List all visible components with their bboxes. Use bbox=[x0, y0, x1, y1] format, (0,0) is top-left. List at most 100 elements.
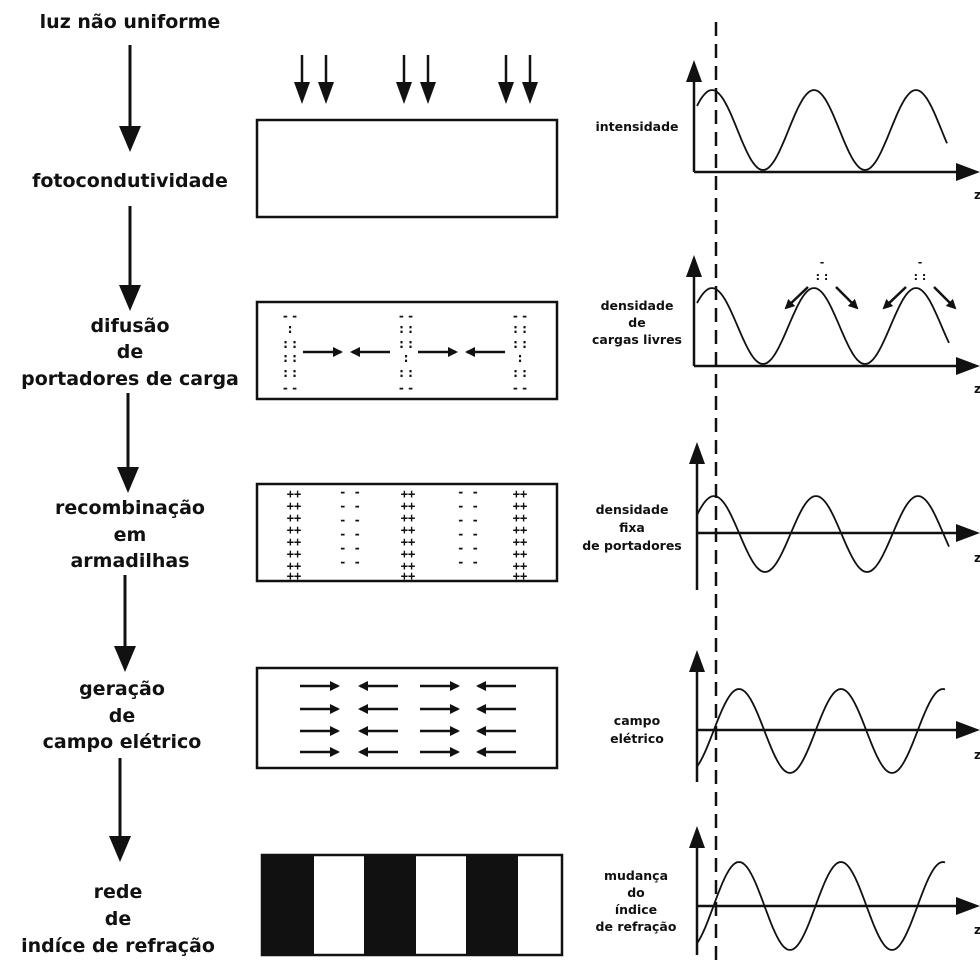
svg-text:++: ++ bbox=[513, 559, 527, 573]
svg-text::: : bbox=[288, 322, 293, 336]
svg-text:- -: - - bbox=[513, 381, 527, 395]
electric-field-box bbox=[255, 666, 559, 770]
svg-text:- -: - - bbox=[339, 499, 361, 513]
svg-text:- -: - - bbox=[399, 309, 413, 323]
svg-text:++: ++ bbox=[513, 499, 527, 513]
stage-3-label-line-2: em bbox=[114, 524, 147, 546]
intensity-wave bbox=[696, 89, 948, 171]
stage-5-label-line-3: indíce de refração bbox=[21, 935, 215, 957]
svg-text:++: ++ bbox=[287, 559, 301, 573]
svg-text:: :: : : bbox=[399, 366, 413, 380]
svg-text:++: ++ bbox=[401, 511, 415, 525]
svg-text:++: ++ bbox=[287, 499, 301, 513]
svg-text:- -: - - bbox=[339, 513, 361, 527]
fixed-carrier-density-wave bbox=[696, 495, 950, 573]
plot-3-z-label: z bbox=[974, 551, 980, 565]
stage-4-label-line-3: campo elétrico bbox=[43, 731, 202, 753]
plot-5-label-line-3: índice bbox=[615, 902, 657, 917]
stage-1-label-line-1: fotocondutividade bbox=[32, 170, 228, 192]
plot-2-label-line-3: cargas livres bbox=[592, 332, 682, 347]
svg-text:- -: - - bbox=[283, 381, 297, 395]
stage-5-label-line-2: de bbox=[105, 908, 132, 930]
svg-text:- -: - - bbox=[339, 555, 361, 569]
stage-4-label-line-1: geração bbox=[79, 678, 165, 700]
free-carrier-density-wave bbox=[696, 287, 950, 365]
plot-3-label-line-3: de portadores bbox=[582, 538, 682, 553]
svg-text::: : bbox=[518, 351, 523, 365]
stage-2-label-line-3: portadores de carga bbox=[21, 368, 239, 390]
svg-text:++: ++ bbox=[513, 487, 527, 501]
svg-text:++: ++ bbox=[287, 547, 301, 561]
svg-text::: : bbox=[404, 351, 409, 365]
stage-2-label-line-1: difusão bbox=[90, 315, 169, 337]
electric-field-wave bbox=[696, 688, 946, 774]
svg-text:++: ++ bbox=[287, 487, 301, 501]
svg-text:++: ++ bbox=[401, 523, 415, 537]
svg-text:- -: - - bbox=[283, 309, 297, 323]
svg-text:- -: - - bbox=[457, 485, 479, 499]
plot-2-label-line-1: densidade bbox=[601, 298, 674, 313]
plot-4-label-line-1: campo bbox=[614, 713, 661, 728]
svg-text:++: ++ bbox=[287, 535, 301, 549]
incident-light-arrows bbox=[294, 55, 538, 104]
svg-text:++: ++ bbox=[401, 487, 415, 501]
refractive-index-change-wave bbox=[696, 861, 946, 951]
svg-text:: :: : : bbox=[283, 366, 297, 380]
diffusion-carrier-marks: -: : -: : bbox=[816, 256, 927, 283]
stage-5-label-line-1: rede bbox=[94, 881, 143, 903]
svg-text:++: ++ bbox=[287, 511, 301, 525]
plot-axes bbox=[686, 60, 980, 955]
svg-text:++: ++ bbox=[287, 523, 301, 537]
svg-text:- -: - - bbox=[339, 527, 361, 541]
photoconductivity-box bbox=[255, 118, 559, 219]
svg-text:++: ++ bbox=[401, 559, 415, 573]
flow-arrows bbox=[109, 45, 141, 862]
title-label: luz não uniforme bbox=[40, 11, 221, 33]
svg-text:-: - bbox=[820, 256, 825, 269]
trapped-charges: ++++++++++++++++ - -- -- -- -- -- - ++++… bbox=[287, 485, 527, 583]
plot-5-label-line-1: mudança bbox=[604, 868, 668, 883]
stage-3-label-line-1: recombinação bbox=[55, 497, 205, 519]
svg-text:: :: : : bbox=[513, 337, 527, 351]
svg-text:++: ++ bbox=[287, 569, 301, 583]
refractive-index-grating bbox=[260, 853, 564, 957]
svg-text:++: ++ bbox=[401, 499, 415, 513]
svg-text:-: - bbox=[918, 256, 923, 269]
field-arrows bbox=[300, 681, 516, 757]
svg-text:++: ++ bbox=[401, 535, 415, 549]
svg-text:- -: - - bbox=[457, 541, 479, 555]
svg-text:: :: : : bbox=[513, 322, 527, 336]
svg-text:++: ++ bbox=[401, 547, 415, 561]
svg-text:: :: : : bbox=[816, 270, 829, 283]
plot-4-label-line-2: elétrico bbox=[610, 731, 664, 746]
plot-5-label-line-2: do bbox=[627, 885, 645, 900]
svg-text:- -: - - bbox=[457, 499, 479, 513]
svg-text:- -: - - bbox=[339, 541, 361, 555]
svg-text:: :: : : bbox=[399, 322, 413, 336]
plot-1-z-label: z bbox=[974, 188, 980, 202]
plot-5-label-line-4: de refração bbox=[596, 919, 677, 934]
plot-1-label-line-1: intensidade bbox=[595, 119, 678, 134]
svg-text:: :: : : bbox=[914, 270, 927, 283]
svg-text:- -: - - bbox=[457, 555, 479, 569]
svg-text:++: ++ bbox=[513, 547, 527, 561]
svg-text:++: ++ bbox=[513, 535, 527, 549]
svg-text:: :: : : bbox=[513, 366, 527, 380]
svg-text:++: ++ bbox=[513, 511, 527, 525]
stage-2-label-line-2: de bbox=[117, 341, 144, 363]
plot-4-z-label: z bbox=[974, 748, 980, 762]
plot-3-label-line-2: fixa bbox=[619, 520, 645, 535]
plot-2-label-line-2: de bbox=[628, 315, 645, 330]
stage-3-label-line-3: armadilhas bbox=[70, 550, 189, 572]
diffusion-direction-arrows bbox=[784, 286, 957, 310]
svg-text:: :: : : bbox=[283, 337, 297, 351]
recombination-box bbox=[255, 482, 559, 583]
svg-text:- -: - - bbox=[513, 309, 527, 323]
plot-5-z-label: z bbox=[974, 923, 980, 937]
plot-3-label-line-1: densidade bbox=[596, 502, 669, 517]
svg-text:++: ++ bbox=[401, 569, 415, 583]
svg-text:++: ++ bbox=[513, 569, 527, 583]
svg-text:: :: : : bbox=[399, 337, 413, 351]
free-carrier-dots: - -:: :: :: :- - - -: :: ::: :- - - -: :… bbox=[283, 309, 527, 395]
